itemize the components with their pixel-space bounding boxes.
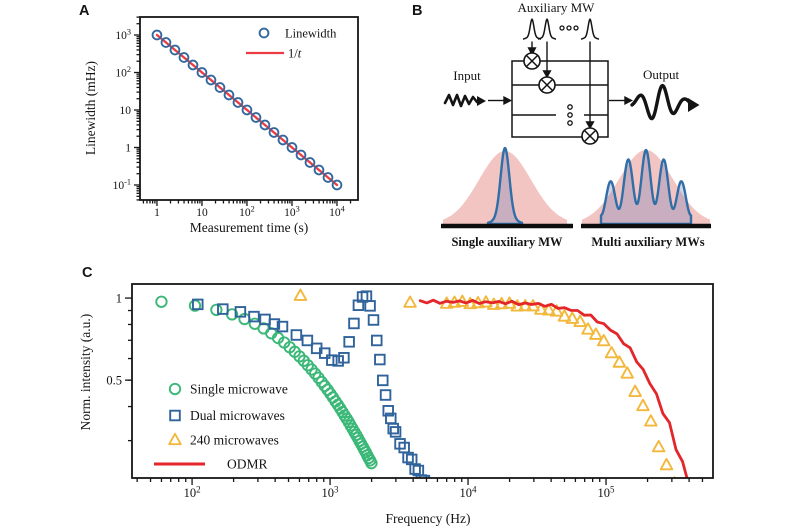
legend-label: ODMR [227, 457, 268, 472]
legend-label: Linewidth [285, 27, 337, 41]
mw-pulse-icon [537, 18, 557, 40]
panel-c-series [155, 288, 689, 478]
tick-label: 105 [598, 484, 616, 500]
mixer-icons [523, 52, 599, 145]
legend-label: 240 microwaves [190, 433, 279, 448]
tick-label: 0.5 [106, 374, 122, 388]
panel-b-label: B [412, 3, 422, 19]
auxiliary-mw-title: Auxiliary MW [518, 0, 596, 15]
mixer-box [511, 60, 609, 138]
input-output-wave-icons [443, 83, 700, 121]
io-arrows [488, 95, 634, 106]
series-linewidth [151, 29, 343, 191]
panel-c-x-axis-title: Frequency (Hz) [385, 511, 470, 526]
tick-label: 1 [116, 291, 122, 305]
multi-mw-comb-peaks [599, 148, 693, 226]
panel-a-legend: Linewidth 1/t [246, 27, 337, 61]
mixer-icon [523, 52, 541, 70]
tick-label: 1 [154, 207, 160, 219]
input-wave-icon [443, 93, 479, 108]
panel-a-frame [139, 16, 359, 201]
tick-label: 10 [196, 207, 208, 219]
tick-label: 102 [184, 484, 201, 500]
legend-label: Single microwave [190, 382, 288, 397]
panel-a-series [151, 29, 343, 191]
panel-c-plot: C 102 103 104 105 1 0.5 Frequency (Hz) Norm. … [78, 265, 714, 526]
spectrum-envelopes [443, 146, 710, 226]
output-wave-arrowhead [688, 98, 700, 112]
auxiliary-down-arrows [527, 41, 595, 130]
tick-label: 103 [322, 484, 340, 500]
input-label: Input [453, 68, 481, 83]
pink-envelope [582, 150, 710, 224]
output-label: Output [643, 67, 680, 82]
output-wavelet-icon [630, 83, 693, 121]
pink-envelope [443, 151, 567, 224]
tick-label: 104 [460, 484, 478, 500]
caption-multi-auxiliary-mws: Multi auxiliary MWs [591, 235, 704, 249]
legend-label: 1/t [288, 47, 302, 61]
legend-label: Dual microwaves [190, 408, 285, 423]
caption-single-auxiliary-mw: Single auxiliary MW [451, 235, 563, 249]
tick-label: 103 [115, 28, 131, 42]
auxiliary-pulse-icons [522, 18, 600, 40]
panel-c-label: C [82, 265, 93, 281]
panel-c-legend: Single microwave Dual microwaves 240 micro… [154, 382, 288, 472]
series-odmr [418, 298, 689, 478]
panel-a-y-axis-title: Linewidth (mHz) [83, 61, 98, 155]
panel-c-frame [131, 283, 714, 479]
mixer-icon [581, 127, 599, 145]
series-1-t [155, 33, 339, 187]
series-dual-microwaves [192, 290, 431, 478]
tick-label: 1 [125, 143, 131, 155]
panel-a-x-axis-title: Measurement time (s) [190, 220, 308, 235]
panel-b-diagram: B Auxiliary MW Input Output [412, 0, 711, 249]
mixer-icon [538, 76, 556, 94]
mw-pulse-icon [522, 18, 542, 40]
mw-pulse-icon [580, 18, 600, 40]
single-mw-peak [486, 146, 524, 226]
tick-label: 10-1 [113, 178, 131, 192]
panel-a-label: A [79, 3, 90, 19]
vertical-ellipsis-icon [567, 104, 573, 126]
tick-label: 103 [284, 205, 300, 219]
tick-label: 10 [120, 105, 132, 117]
tick-label: 102 [115, 65, 131, 79]
tick-label: 104 [329, 205, 345, 219]
tick-label: 102 [239, 205, 255, 219]
ellipsis-dots-icon [559, 25, 579, 31]
input-wave-arrowhead [477, 96, 486, 106]
panel-c-y-axis-title: Norm. intensity (a.u.) [78, 314, 93, 431]
legend-marker-circle [258, 27, 270, 39]
